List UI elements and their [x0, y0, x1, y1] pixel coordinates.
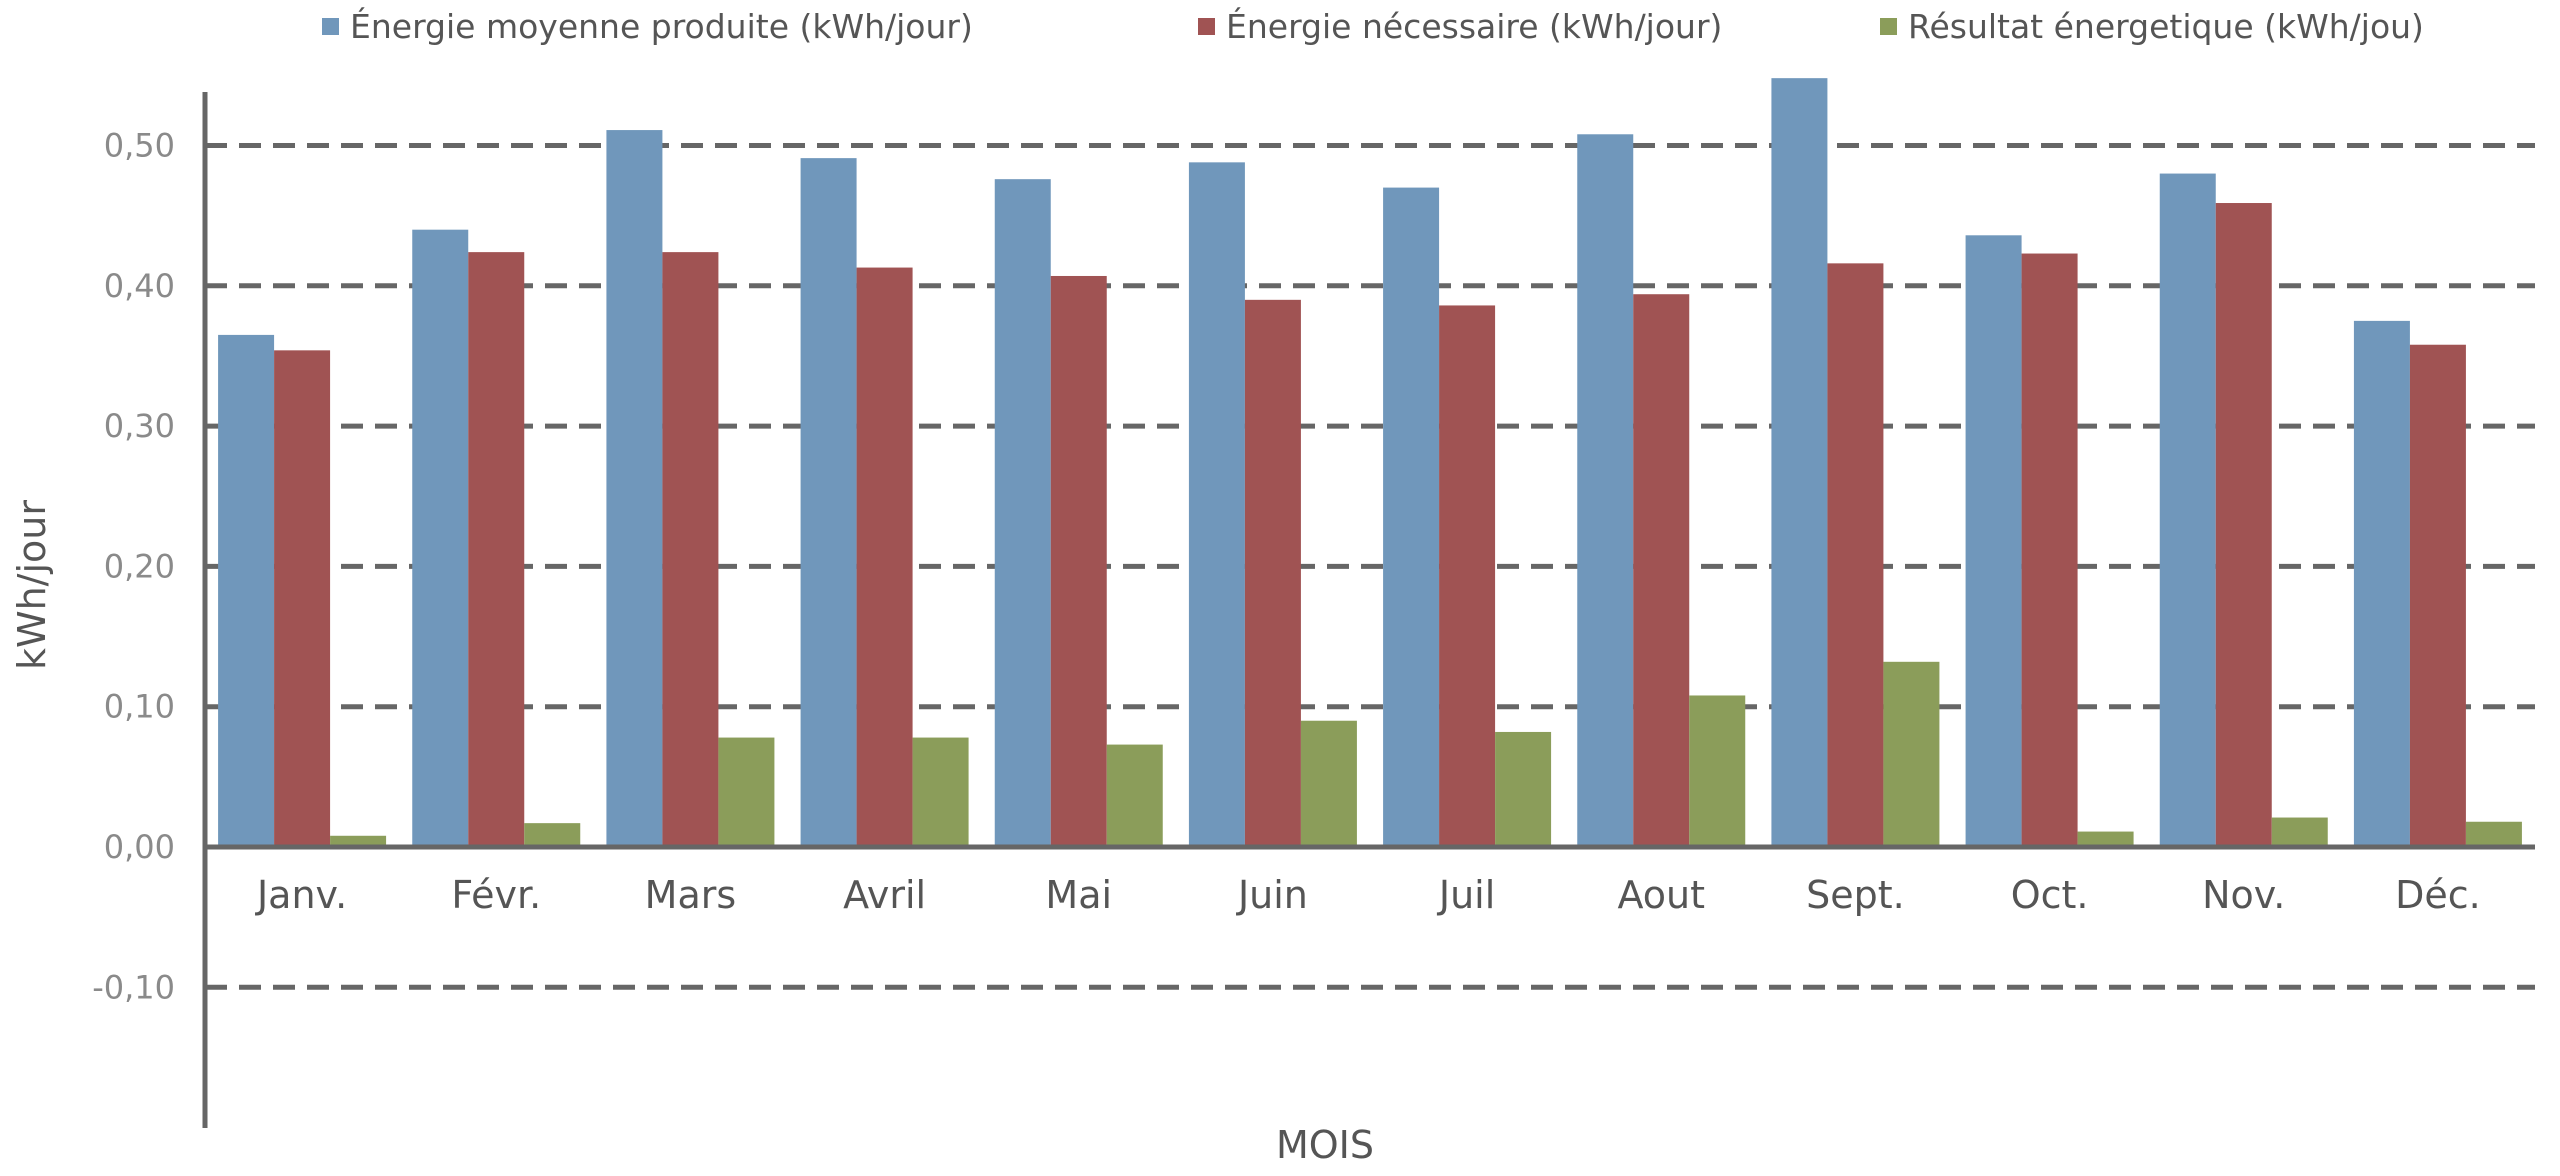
bar	[912, 737, 969, 847]
bar	[2215, 203, 2272, 847]
bar	[606, 130, 663, 847]
bar	[1300, 720, 1357, 847]
bar	[800, 158, 857, 847]
x-tick-label: Déc.	[2395, 873, 2481, 917]
gridlines	[205, 143, 2535, 990]
x-tick-label: Janv.	[255, 873, 347, 917]
y-tick-label: 0,20	[104, 547, 175, 585]
bar	[1188, 162, 1245, 847]
bar	[412, 229, 469, 847]
bar	[1439, 305, 1496, 847]
bar	[1577, 134, 1634, 847]
x-tick-label: Nov.	[2202, 873, 2285, 917]
x-tick-label: Sept.	[1806, 873, 1905, 917]
x-tick-label: Mars	[645, 873, 737, 917]
bar	[662, 252, 719, 848]
x-tick-label: Oct.	[2011, 873, 2089, 917]
bar	[994, 179, 1051, 847]
legend-swatch	[1198, 18, 1215, 35]
y-tick-label: 0,40	[104, 267, 175, 305]
bar	[2465, 821, 2522, 847]
bar	[1244, 299, 1301, 848]
legend-swatch	[322, 18, 339, 35]
y-tick-label: -0,10	[92, 968, 175, 1006]
bar	[1883, 661, 1940, 847]
legend-label: Résultat énergetique (kWh/jou)	[1908, 7, 2424, 46]
y-tick-label: 0,30	[104, 407, 175, 445]
legend: Énergie moyenne produite (kWh/jour) Énerg…	[322, 6, 2424, 46]
bar	[274, 350, 331, 847]
legend-label: Énergie moyenne produite (kWh/jour)	[350, 6, 973, 46]
bar	[2021, 253, 2078, 847]
bar	[856, 267, 913, 847]
bar	[2159, 173, 2216, 847]
bar	[2271, 817, 2328, 847]
x-tick-label: Juil	[1437, 873, 1495, 917]
bar	[1689, 695, 1746, 847]
y-tick-label: 0,00	[104, 828, 175, 866]
y-tick-label: 0,50	[104, 127, 175, 165]
bar	[1383, 187, 1440, 848]
bar	[718, 737, 775, 847]
y-tick-labels: -0,10 0,00 0,10 0,20 0,30 0,40 0,50	[92, 127, 175, 1007]
bar	[1771, 78, 1828, 847]
bar	[1965, 235, 2022, 848]
bar	[524, 823, 581, 847]
bar	[2077, 831, 2134, 847]
x-tick-label: Avril	[843, 873, 926, 917]
bar	[1106, 744, 1163, 847]
bar	[1050, 275, 1107, 847]
y-tick-label: 0,10	[104, 688, 175, 726]
bar	[1495, 731, 1552, 847]
bars	[218, 78, 2522, 848]
bar	[1827, 263, 1884, 847]
bar	[218, 334, 275, 847]
bar	[468, 252, 525, 848]
x-tick-label: Juin	[1236, 873, 1308, 917]
axes	[202, 92, 2535, 1128]
bar	[2409, 344, 2466, 847]
x-tick-label: Aout	[1617, 873, 1705, 917]
bar	[1633, 294, 1690, 847]
legend-swatch	[1880, 18, 1897, 35]
bar	[330, 835, 387, 847]
legend-label: Énergie nécessaire (kWh/jour)	[1226, 6, 1722, 46]
y-axis-title: kWh/jour	[10, 500, 54, 670]
x-axis-title: MOIS	[1276, 1123, 1374, 1167]
x-tick-labels: Janv. Févr. Mars Avril Mai Juin Juil Aout Sept. O…	[255, 873, 2481, 917]
x-tick-label: Mai	[1045, 873, 1112, 917]
x-tick-label: Févr.	[451, 873, 541, 917]
bar	[2353, 320, 2410, 847]
